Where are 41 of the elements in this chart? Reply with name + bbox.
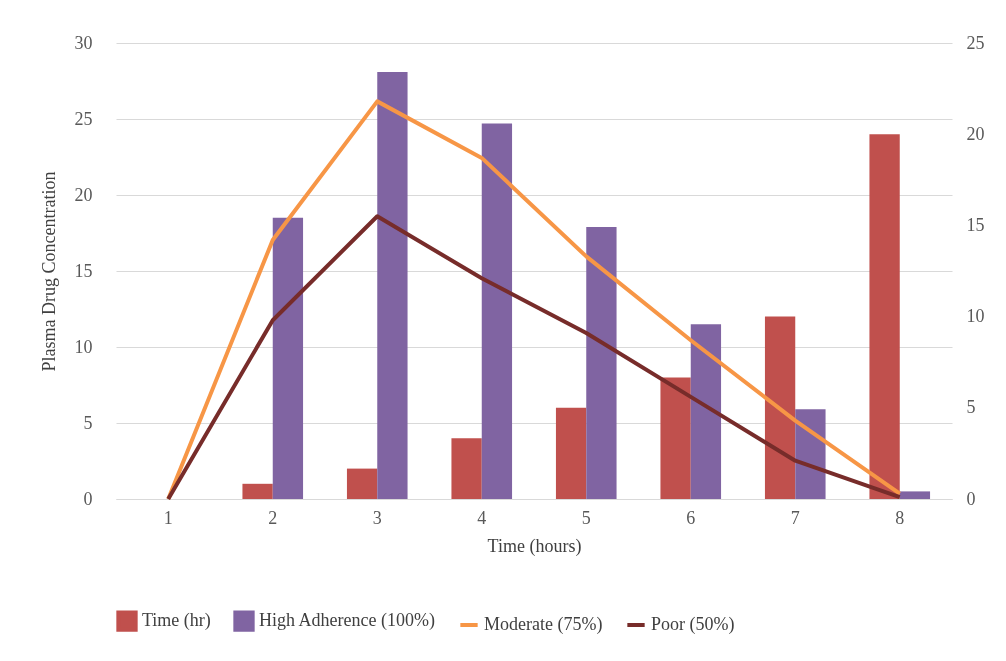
y-tick-label: 30 (74, 32, 93, 53)
bar (272, 217, 304, 499)
y2-tick-label: 10 (966, 306, 985, 327)
y2-tick-label: 20 (966, 123, 985, 144)
bar (586, 226, 617, 499)
y2-tick-label: 25 (966, 32, 985, 53)
y-tick-label: 10 (74, 336, 93, 357)
x-tick-label: 4 (477, 507, 487, 528)
y2-tick-label: 5 (966, 397, 976, 418)
y-tick-label: 25 (74, 108, 93, 129)
bar (481, 123, 513, 499)
bar (899, 491, 931, 499)
bar (764, 316, 796, 499)
legend-label: Time (hr) (142, 610, 211, 632)
bar (451, 438, 482, 499)
y-tick-label: 5 (83, 412, 93, 433)
bar (869, 134, 900, 499)
x-tick-label: 6 (686, 507, 696, 528)
y-tick-label: 15 (74, 260, 93, 281)
x-tick-label: 3 (372, 507, 382, 528)
bar (377, 71, 408, 499)
legend-label: High Adherence (100%) (259, 610, 435, 632)
x-tick-label: 1 (163, 507, 173, 528)
line-series (166, 214, 902, 501)
y-tick-label: 20 (74, 184, 93, 205)
x-tick-label: 8 (895, 507, 905, 528)
x-tick-label: 7 (790, 507, 800, 528)
legend-label: Moderate (75%) (484, 614, 603, 635)
y2-tick-label: 0 (966, 488, 976, 509)
bar (242, 483, 273, 499)
x-tick-label: 5 (581, 507, 591, 528)
bar (555, 407, 587, 499)
legend-label: Poor (50%) (651, 614, 735, 635)
bar (660, 377, 691, 499)
x-axis-title: Time (hours) (487, 535, 582, 557)
y-tick-label: 0 (83, 488, 93, 509)
bar (346, 468, 378, 499)
y-axis-title: Plasma Drug Concentration (38, 171, 59, 372)
x-tick-label: 2 (268, 507, 278, 528)
y2-tick-label: 15 (966, 214, 985, 235)
bar (690, 324, 722, 499)
